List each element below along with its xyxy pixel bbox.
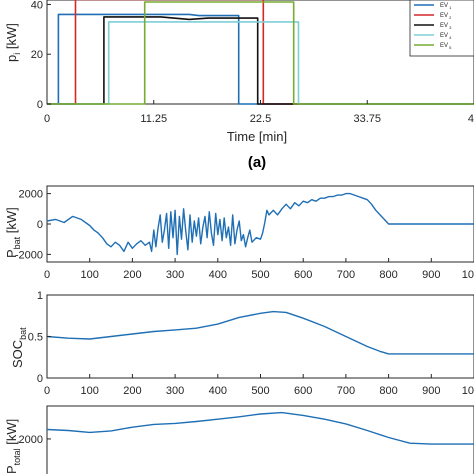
ev-series-line-5	[47, 1, 474, 105]
pbat-xtick-label: 0	[44, 269, 50, 281]
ev-xtick-label: 33.75	[353, 113, 381, 125]
ev-xtick-label: 45	[468, 113, 474, 125]
ptotal-plot-frame	[46, 405, 474, 474]
ev-xlabel: Time [min]	[227, 129, 287, 144]
pbat-xtick-label: 900	[422, 269, 440, 281]
ev-xtick-label: 11.25	[140, 113, 167, 125]
ev-legend-label-2: EV 2	[440, 13, 452, 20]
ev-legend-label-3: EV 3	[440, 23, 452, 30]
pbat-ylabel-sub: bat	[12, 236, 22, 249]
soc-xtick-label: 600	[294, 385, 312, 397]
ev-legend-label-5: EV 5	[440, 43, 452, 50]
pbat-xtick-label: 200	[123, 269, 141, 281]
soc-xtick-label: 100	[81, 385, 99, 397]
pbat-xtick-label: 700	[337, 269, 355, 281]
ptotal-ylabel: Ptotal [kW]	[4, 419, 22, 474]
soc-xtick-label: 800	[379, 385, 397, 397]
ev-legend-label-1: EV 1	[440, 3, 452, 10]
soc-ytick-label: 0.5	[28, 332, 43, 344]
ptotal-ytick-label: 2000	[19, 434, 43, 446]
ev-legend: EV 1 EV 2 EV 3 EV 4 EV 5	[409, 0, 474, 57]
ev-legend-label-4: EV 4	[440, 33, 452, 40]
soc-xtick-label: 700	[337, 385, 355, 397]
pbat-xtick-label: 400	[209, 269, 227, 281]
soc-xtick-label: 500	[251, 385, 269, 397]
panel-label: (a)	[248, 154, 266, 171]
pbat-xtick-label: 500	[251, 269, 269, 281]
ptotal-ylabel-main: P	[4, 465, 19, 474]
total-power-chart: 10002000 Ptotal [kW]	[4, 405, 474, 474]
soc-ylabel: SOCbat	[10, 327, 28, 368]
ev-ylabel-unit: [kW]	[4, 23, 19, 53]
ev-xtick-label: 22.5	[250, 113, 271, 125]
soc-ytick-label: 1	[37, 290, 43, 302]
soc-xtick-label: 300	[166, 385, 184, 397]
soc-ytick-label: 0	[37, 373, 43, 385]
ptotal-ylabel-sub: total	[12, 448, 22, 465]
ev-ylabel: pi [kW]	[4, 23, 22, 62]
pbat-xtick-label: 800	[379, 269, 397, 281]
ptotal-series-line-1	[46, 411, 474, 445]
ev-series-line-1	[47, 13, 474, 105]
ev-legend-box	[409, 0, 474, 57]
ev-ytick-label: 20	[31, 49, 43, 61]
pbat-xtick-label: 600	[294, 269, 312, 281]
pbat-ytick-label: 0	[37, 219, 43, 231]
pbat-ylabel-unit: [kW]	[4, 207, 19, 237]
pbat-ylabel-main: P	[4, 249, 19, 258]
ev-ytick-label: 0	[37, 99, 43, 111]
ev-power-chart: 0 11.25 22.5 33.75 45 0 20 40 pi [kW] Time [mi…	[4, 0, 474, 144]
soc-ylabel-sub: bat	[18, 327, 28, 340]
ev-ylabel-main: p	[4, 55, 19, 62]
soc-xtick-label: 400	[209, 385, 227, 397]
ev-xtick-label: 0	[44, 113, 50, 125]
ptotal-ylabel-unit: [kW]	[4, 419, 19, 449]
pbat-xtick-label: 300	[166, 269, 184, 281]
ev-series-line-3	[47, 16, 474, 105]
pbat-ytick-label: -2000	[15, 249, 43, 261]
soc-series-line-1	[46, 310, 474, 355]
ev-ylabel-sub: i	[12, 53, 22, 55]
pbat-ylabel: Pbat [kW]	[4, 207, 22, 258]
pbat-xtick-label: 100	[81, 269, 99, 281]
soc-xtick-label: 900	[422, 385, 440, 397]
pbat-ytick-label: 2000	[19, 189, 43, 201]
soc-xtick-label: 200	[123, 385, 141, 397]
soc-xtick-label: 0	[44, 385, 50, 397]
soc-ylabel-main: SOC	[10, 340, 25, 368]
ev-ytick-label: 40	[31, 0, 43, 11]
pbat-series-line-1	[46, 192, 474, 256]
